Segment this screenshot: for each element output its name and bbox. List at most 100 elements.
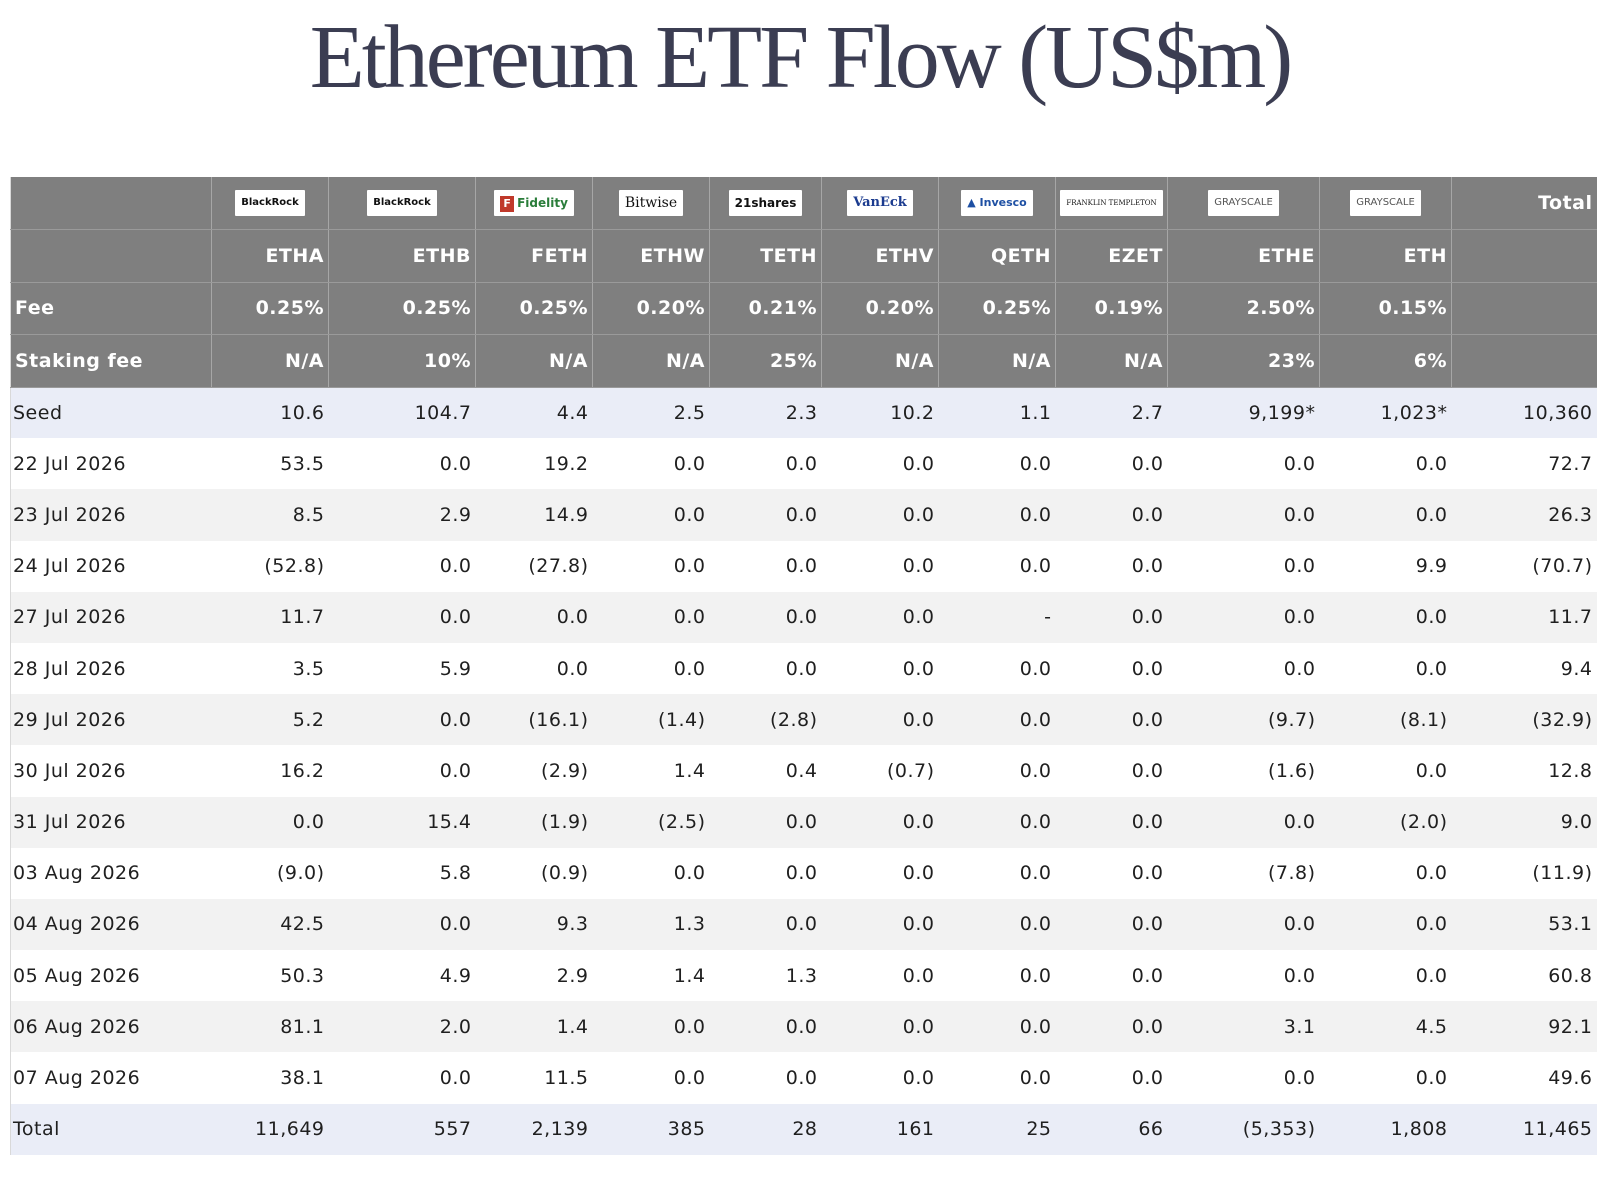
flow-cell: (2.5) (592, 796, 710, 848)
flow-cell: (8.1) (1319, 694, 1452, 746)
flow-cell: (1.9) (475, 796, 593, 848)
row-label: 23 Jul 2026 (10, 489, 212, 541)
table-row: 04 Aug 2026 42.5 0.0 9.3 1.3 0.0 0.0 0.0 0.0 0.0 0… (10, 898, 1597, 951)
flow-cell: (1.6) (1167, 745, 1320, 797)
row-total-cell: 9.0 (1451, 796, 1597, 848)
flow-cell: 2.9 (475, 950, 593, 1002)
flow-cell: 0.0 (709, 796, 822, 848)
flow-cell: 0.0 (328, 591, 476, 643)
row-label: 06 Aug 2026 (10, 1001, 212, 1053)
flow-cell: 0.0 (938, 745, 1056, 797)
blackrock-logo: BlackRock (235, 190, 305, 216)
flow-cell: 1.3 (709, 950, 822, 1002)
ticker-header: TETH (709, 229, 822, 283)
flow-cell: 0.0 (328, 745, 476, 797)
fee-cell: 0.21% (709, 282, 822, 335)
fee-cell: 0.25% (475, 282, 593, 335)
fee-total-cell (1451, 282, 1597, 335)
staking-fee-cell: N/A (592, 334, 710, 388)
flow-cell: 0.0 (1167, 796, 1320, 848)
21shares-logo: 21shares (728, 190, 803, 216)
flow-cell: 0.0 (1167, 950, 1320, 1002)
row-total-cell: (11.9) (1451, 847, 1597, 899)
ticker-header: ETH (1319, 229, 1452, 283)
flow-cell: 2.3 (709, 387, 822, 439)
issuer-logo-cell: 21shares (709, 177, 822, 230)
flow-cell: 0.0 (821, 847, 939, 899)
flow-cell: 1,808 (1319, 1103, 1452, 1155)
flow-cell: 0.0 (821, 694, 939, 746)
flow-cell: 1.1 (938, 387, 1056, 439)
staking-fee-cell: N/A (475, 334, 593, 388)
ticker-header: ETHB (328, 229, 476, 283)
flow-cell: 0.0 (1055, 591, 1168, 643)
flow-cell: 2.9 (328, 489, 476, 541)
flow-cell: 0.0 (938, 438, 1056, 490)
flow-cell: 0.0 (821, 1052, 939, 1104)
fee-cell: 0.20% (592, 282, 710, 335)
vaneck-logo: VanEck (847, 190, 913, 216)
staking-fee-cell: N/A (821, 334, 939, 388)
table-row: 27 Jul 2026 11.7 0.0 0.0 0.0 0.0 0.0-0.0 0.0 0.0… (10, 591, 1597, 643)
seed-row: Seed 10.6 104.7 4.4 2.5 2.3 10.2 1.1 2.7 9,199* 1,… (10, 387, 1597, 439)
flow-cell: 0.0 (938, 540, 1056, 592)
ticker-header: ETHA (211, 229, 329, 283)
flow-cell: 0.0 (592, 540, 710, 592)
row-total-cell: (70.7) (1451, 540, 1597, 592)
flow-cell: 0.0 (1055, 847, 1168, 899)
row-label: Total (10, 1103, 212, 1155)
row-label: Seed (10, 387, 212, 439)
ticker-header: QETH (938, 229, 1056, 283)
row-total-cell: 26.3 (1451, 489, 1597, 541)
flow-cell: 0.0 (1167, 1052, 1320, 1104)
flow-cell: 0.0 (1167, 489, 1320, 541)
grayscale-logo: GRAYSCALE (1350, 190, 1421, 216)
flow-cell: 16.2 (211, 745, 329, 797)
row-total-cell: 11,465 (1451, 1103, 1597, 1155)
flow-cell: 0.0 (1055, 898, 1168, 951)
flow-cell: 0.0 (1055, 745, 1168, 797)
flow-cell: 0.0 (821, 950, 939, 1002)
flow-cell: 5.2 (211, 694, 329, 746)
flow-cell: 557 (328, 1103, 476, 1155)
fee-label: Fee (10, 282, 212, 335)
flow-cell: 0.0 (709, 847, 822, 899)
row-total-cell: 92.1 (1451, 1001, 1597, 1053)
ticker-header: ETHV (821, 229, 939, 283)
flow-cell: 0.0 (1319, 745, 1452, 797)
flow-cell: (9.0) (211, 847, 329, 899)
issuer-logo-cell: GRAYSCALE (1319, 177, 1452, 230)
flow-cell: 9,199* (1167, 387, 1320, 439)
row-total-cell: 53.1 (1451, 898, 1597, 951)
staking-fee-cell: N/A (1055, 334, 1168, 388)
row-total-cell: 11.7 (1451, 591, 1597, 643)
etf-flow-table: BlackRock BlackRock F Fidelity Bitwise 21… (10, 177, 1597, 1155)
flow-cell: 0.0 (1055, 796, 1168, 848)
flow-cell: (1.4) (592, 694, 710, 746)
fidelity-logo: F Fidelity (494, 190, 574, 216)
table-row: 07 Aug 2026 38.1 0.0 11.5 0.0 0.0 0.0 0.0 0.0 0.0… (10, 1052, 1597, 1104)
table-row: 31 Jul 2026 0.0 15.4 (1.9) (2.5) 0.0 0.0 0.0 0.0… (10, 796, 1597, 848)
flow-cell: 0.0 (938, 1052, 1056, 1104)
flow-cell: 0.0 (1319, 642, 1452, 695)
flow-cell: (0.9) (475, 847, 593, 899)
row-total-cell: 49.6 (1451, 1052, 1597, 1104)
row-label: 30 Jul 2026 (10, 745, 212, 797)
staking-fee-label: Staking fee (10, 334, 212, 388)
flow-cell: (2.9) (475, 745, 593, 797)
flow-cell: 0.0 (1055, 642, 1168, 695)
flow-cell: 0.0 (938, 694, 1056, 746)
flow-cell: (2.0) (1319, 796, 1452, 848)
flow-cell: 0.0 (328, 540, 476, 592)
fee-cell: 0.19% (1055, 282, 1168, 335)
flow-cell: 0.0 (1319, 1052, 1452, 1104)
flow-cell: (9.7) (1167, 694, 1320, 746)
flow-cell: 1.3 (592, 898, 710, 951)
table-row: 24 Jul 2026 (52.8) 0.0 (27.8) 0.0 0.0 0.0 0.0 0.… (10, 540, 1597, 592)
flow-cell: 4.4 (475, 387, 593, 439)
row-total-cell: 9.4 (1451, 642, 1597, 695)
flow-cell: 0.0 (1055, 1001, 1168, 1053)
flow-cell: 0.0 (592, 1052, 710, 1104)
flow-cell: (16.1) (475, 694, 593, 746)
fee-row: Fee 0.25% 0.25% 0.25% 0.20% 0.21% 0.20% 0.25% 0.… (10, 282, 1597, 335)
